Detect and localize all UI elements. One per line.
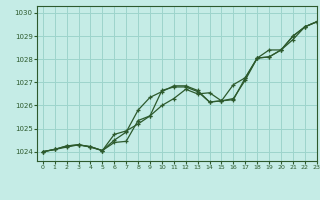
Text: Graphe pression niveau de la mer (hPa): Graphe pression niveau de la mer (hPa)	[58, 184, 262, 193]
